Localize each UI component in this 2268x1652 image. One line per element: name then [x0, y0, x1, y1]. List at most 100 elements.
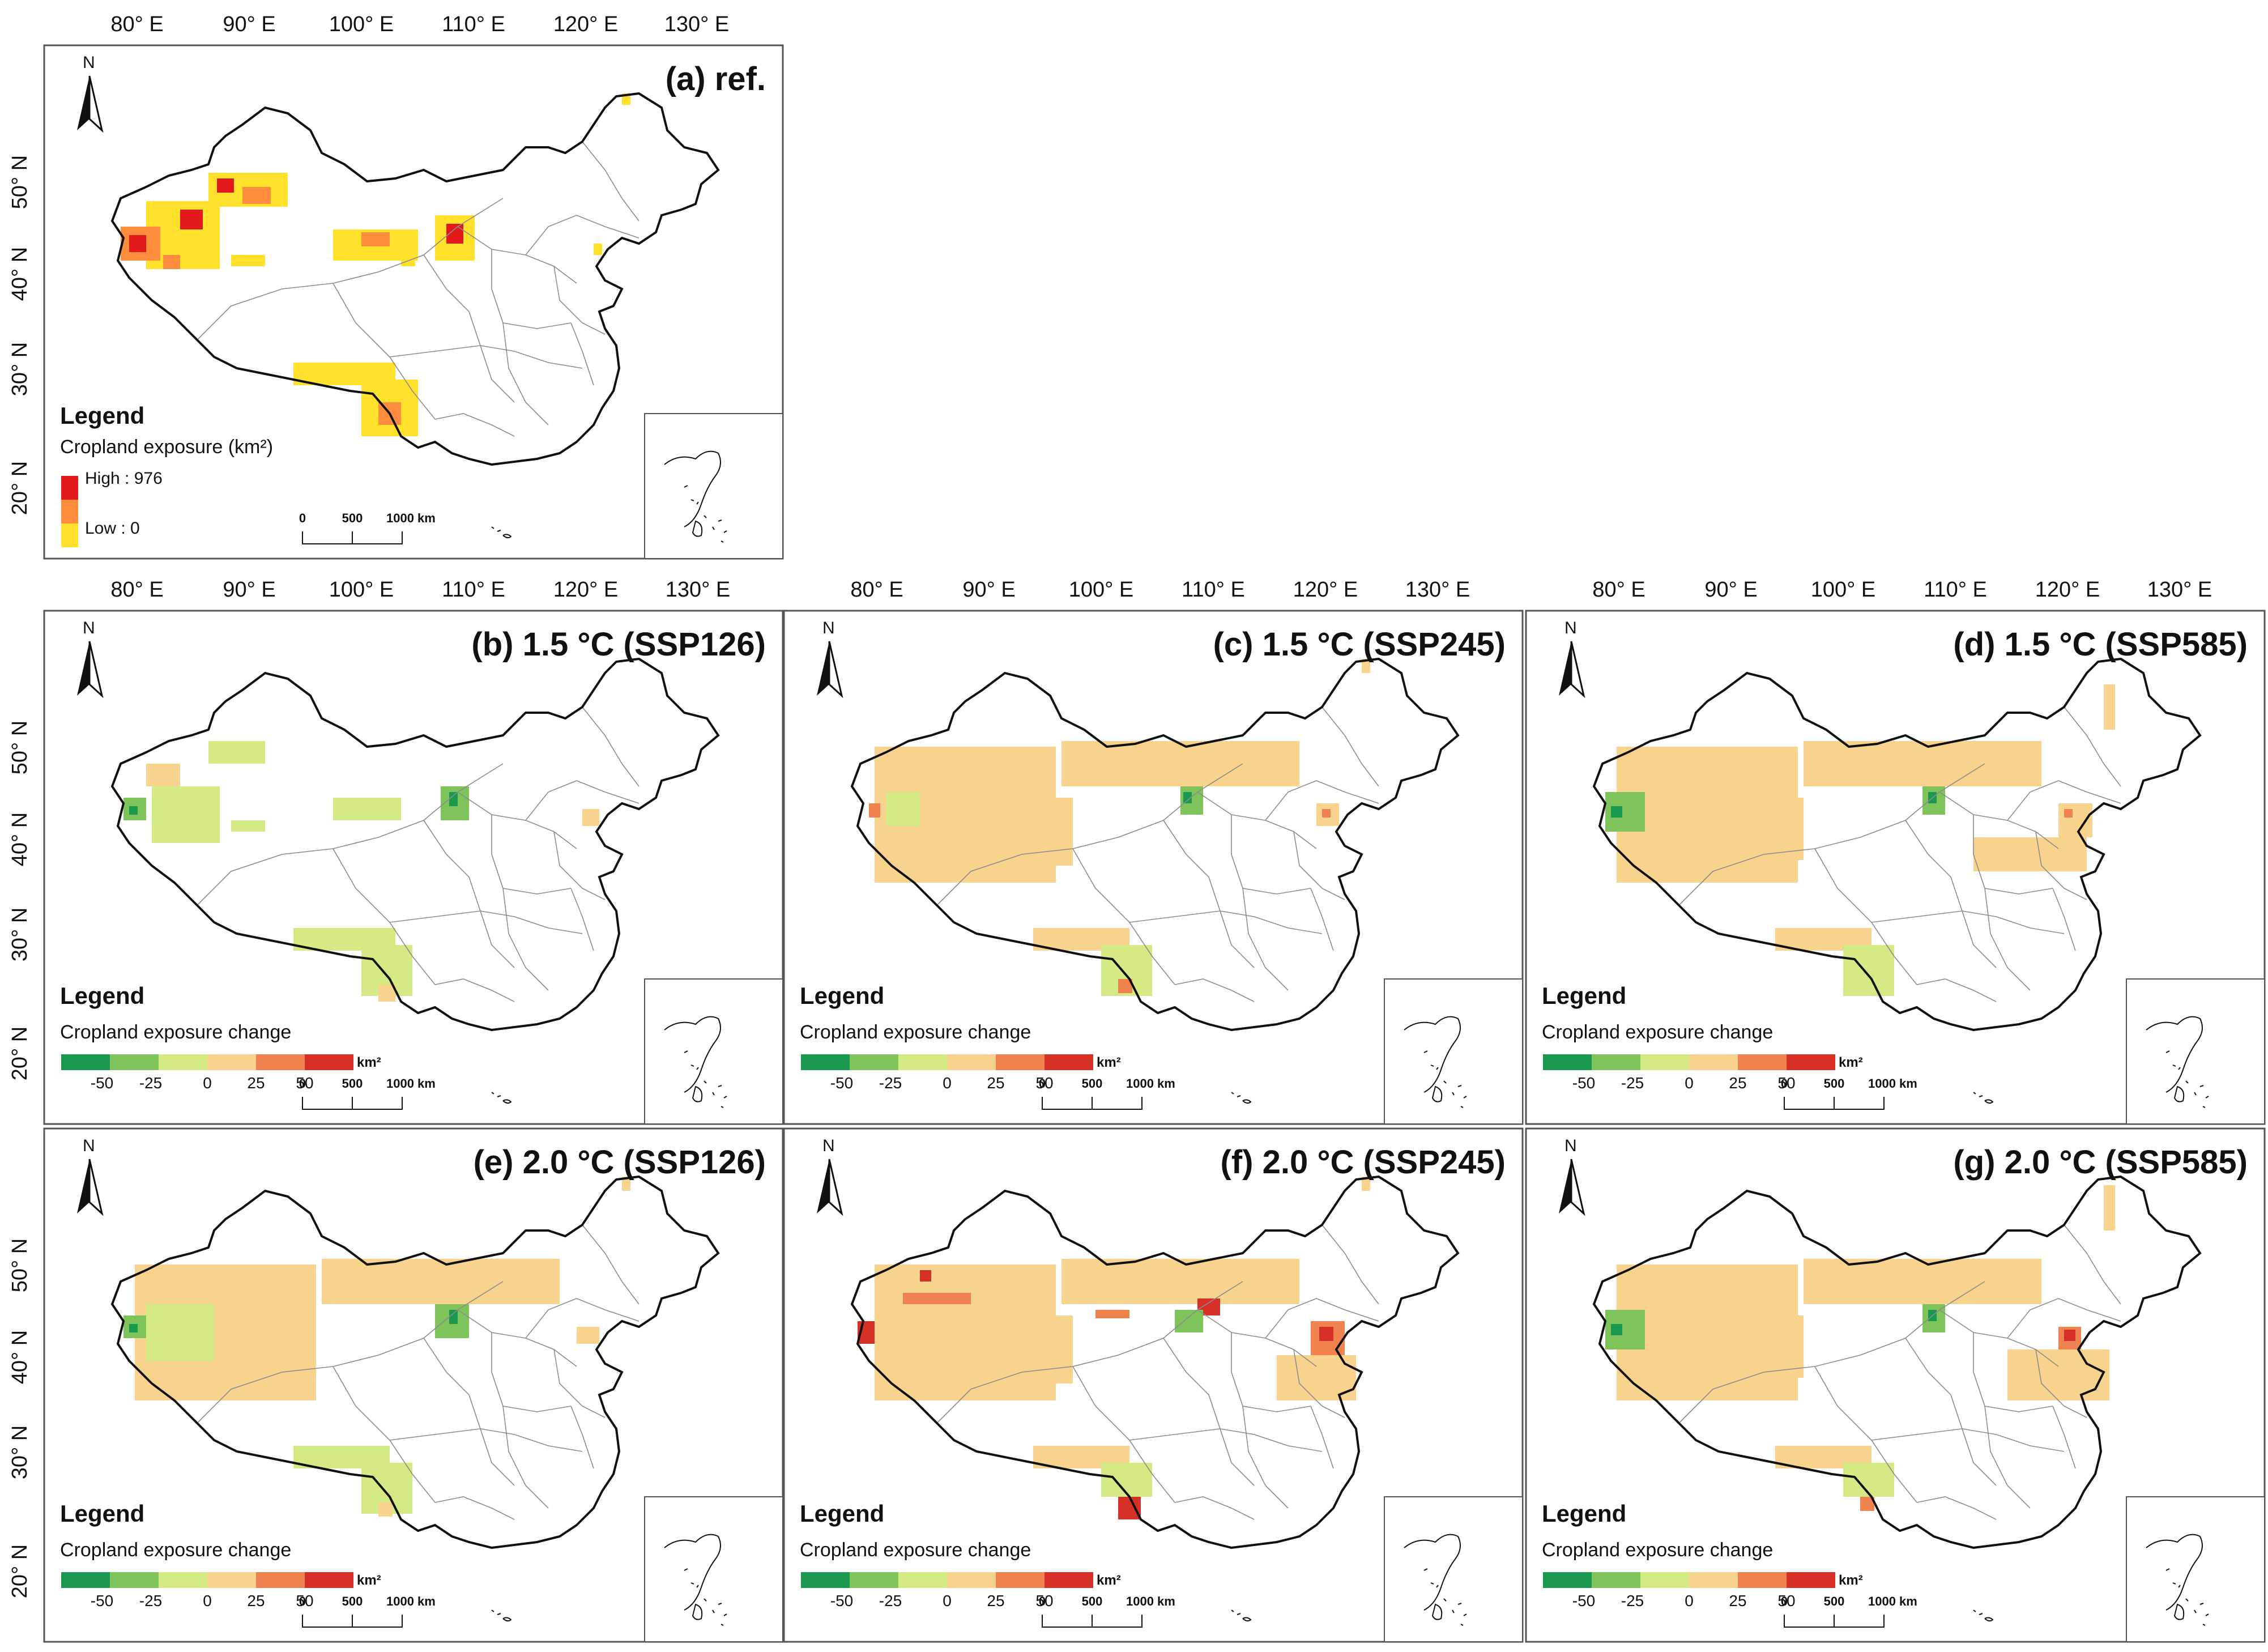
scale-label-0: 0 [1038, 1076, 1046, 1091]
inset-box [2126, 978, 2265, 1125]
north-arrow-icon [77, 1159, 104, 1216]
china-map-d [1593, 658, 2201, 1031]
inset-box-a [644, 413, 783, 559]
scale-bar [302, 531, 403, 544]
legend-unit: km² [1839, 1055, 1863, 1070]
lon-label-120: 120° E [553, 12, 619, 36]
exposure-change-cells [1605, 684, 2115, 996]
legend-swatch [1045, 1572, 1093, 1588]
legend-swatch [1543, 1572, 1592, 1588]
panel-a: N (a) ref. Legend Cropland exposure (km²… [43, 44, 784, 560]
scale-label-1000: 1000 km [1868, 1594, 1917, 1608]
legend-swatch [801, 1572, 850, 1588]
legend-tick: -25 [1621, 1074, 1644, 1092]
lon-label: 90° E [1704, 578, 1758, 602]
legend-swatch [159, 1572, 207, 1588]
north-label: N [83, 53, 95, 72]
lat-label: 50° N [8, 720, 32, 775]
north-label: N [822, 1136, 835, 1155]
legend-tick: 50 [1777, 1074, 1796, 1092]
legend-tick: 25 [247, 1592, 265, 1610]
exposure-cell [1095, 1310, 1129, 1318]
panel-e: N (e) 2.0 °C (SSP126) Legend Cropland ex… [43, 1127, 784, 1643]
exposure-cell [1061, 1259, 1299, 1304]
legend-tick: 25 [1729, 1592, 1747, 1610]
exposure-cell [971, 1315, 1073, 1383]
change-legend-ramp [1543, 1054, 1835, 1070]
exposure-cell [2064, 809, 2073, 818]
legend-swatch [850, 1054, 898, 1070]
change-legend-ramp [1543, 1572, 1835, 1588]
exposure-cell [322, 1259, 560, 1304]
panel-c: N (c) 1.5 °C (SSP245) Legend Cropland ex… [783, 610, 1524, 1125]
panel-title: (a) ref. [665, 61, 766, 97]
lon-label: 80° E [1592, 578, 1645, 602]
exposure-cell [622, 1177, 630, 1191]
legend-title: Legend [1542, 982, 1627, 1009]
exposure-cell [1611, 1324, 1622, 1335]
exposure-cell [129, 806, 138, 815]
panel-title: (f) 2.0 °C (SSP245) [1220, 1144, 1506, 1181]
legend-unit: km² [1097, 1055, 1121, 1070]
change-legend-ramp [61, 1572, 353, 1588]
legend-swatch [1592, 1054, 1640, 1070]
legend-tick: 0 [203, 1074, 212, 1092]
exposure-cell [1804, 741, 2041, 786]
legend-swatch [1689, 1572, 1738, 1588]
legend-tick: 0 [203, 1592, 212, 1610]
exposure-cell [2007, 1349, 2109, 1400]
exposure-cell [1101, 1463, 1152, 1497]
lat-label-20: 20° N [8, 461, 32, 516]
lon-label-130: 130° E [664, 12, 730, 36]
legend-tick: -25 [1621, 1592, 1644, 1610]
scale-label-0: 0 [299, 1594, 306, 1608]
panel-d: N (d) 1.5 °C (SSP585) Legend Cropland ex… [1525, 610, 2266, 1125]
legend-swatch [110, 1054, 159, 1070]
legend-unit: km² [357, 1055, 381, 1070]
legend-title: Legend [60, 982, 145, 1009]
lon-label: 120° E [2035, 578, 2100, 602]
scale-label-0: 0 [1780, 1076, 1788, 1091]
legend-tick: -50 [1572, 1592, 1596, 1610]
north-arrow-icon [77, 75, 104, 133]
lat-label: 40° N [8, 1330, 32, 1385]
lat-label: 30° N [8, 907, 32, 962]
scale-label-0: 0 [299, 511, 306, 525]
lon-label: 110° E [1182, 578, 1245, 602]
exposure-cell [903, 1293, 971, 1304]
legend-swatch [850, 1572, 898, 1588]
exposure-cell [1183, 792, 1192, 803]
exposure-cell [449, 1310, 458, 1324]
legend-tick: -25 [879, 1074, 902, 1092]
exposure-cell [2104, 684, 2115, 730]
exposure-cell [449, 792, 458, 806]
exposure-change-cells [123, 1177, 630, 1517]
legend-tick: 25 [987, 1074, 1005, 1092]
legend-swatch [1787, 1572, 1835, 1588]
panel-title: (d) 1.5 °C (SSP585) [1953, 626, 2248, 663]
north-label: N [83, 619, 95, 637]
scale-bar [302, 1615, 403, 1628]
lon-label: 120° E [1293, 578, 1358, 602]
legend-tick: 25 [1729, 1074, 1747, 1092]
north-arrow-icon [817, 1159, 843, 1216]
exposure-cell [378, 985, 395, 1002]
panel-g-map [1525, 1127, 2266, 1643]
exposure-change-cells [123, 741, 599, 1002]
legend-unit: km² [1839, 1573, 1863, 1588]
exposure-cell [1843, 945, 1894, 996]
ref-exposure-cells [121, 93, 630, 436]
panel-c-map [783, 610, 1524, 1125]
lat-label-40: 40° N [8, 246, 32, 301]
panel-b: N (b) 1.5 °C (SSP126) Legend Cropland ex… [43, 610, 784, 1125]
panel-e-map [43, 1127, 784, 1643]
legend-high-label: High : 976 [85, 469, 163, 488]
legend-swatch [110, 1572, 159, 1588]
lat-label-30: 30° N [8, 342, 32, 397]
legend-tick: 50 [296, 1074, 314, 1092]
legend-tick: -50 [830, 1592, 854, 1610]
legend-title: Legend [60, 402, 145, 429]
north-arrow-icon [1559, 641, 1585, 699]
panel-g: N (g) 2.0 °C (SSP585) Legend Cropland ex… [1525, 1127, 2266, 1643]
lat-label: 30° N [8, 1425, 32, 1480]
